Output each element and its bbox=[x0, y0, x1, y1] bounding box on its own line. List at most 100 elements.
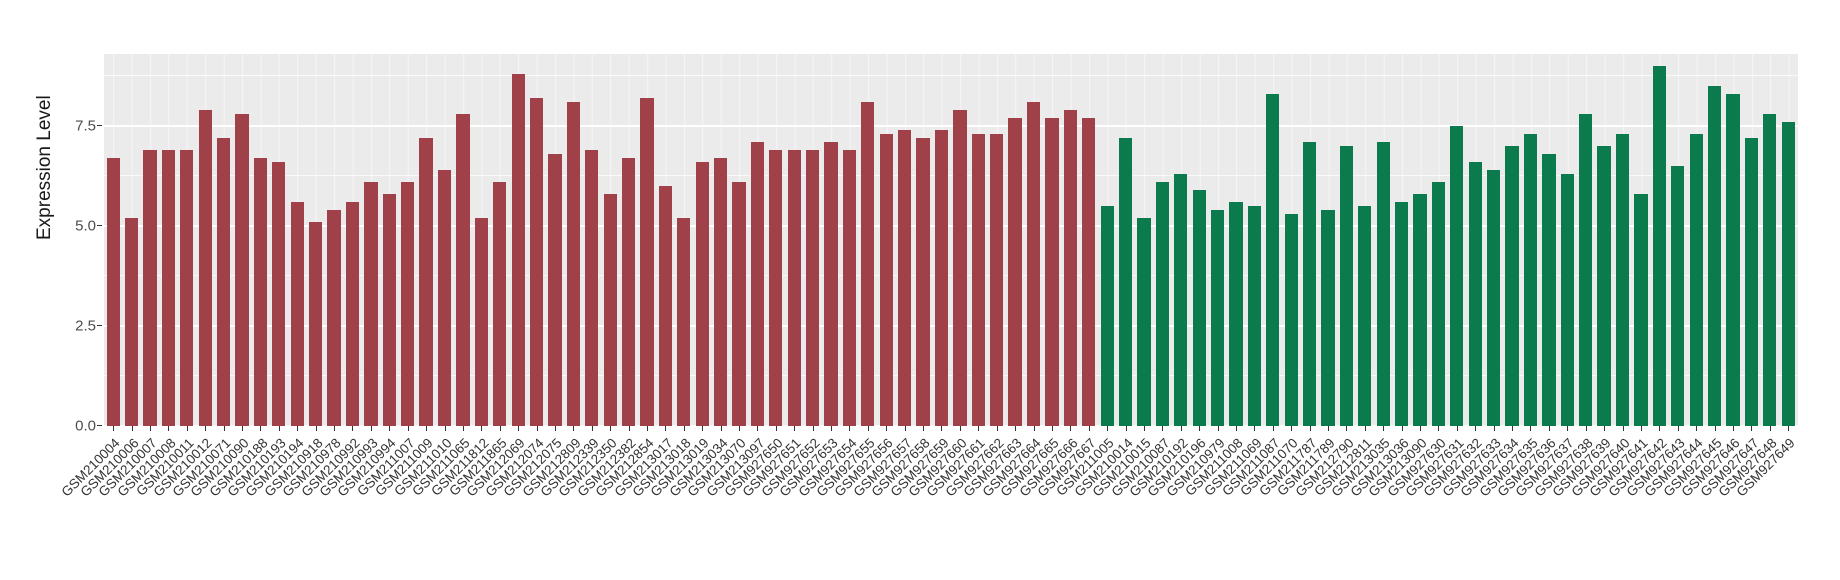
x-tick-mark bbox=[1751, 426, 1753, 431]
x-tick-mark bbox=[1364, 426, 1366, 431]
x-tick-mark bbox=[1769, 426, 1771, 431]
bar bbox=[1468, 162, 1482, 426]
bar bbox=[603, 194, 617, 426]
bar-cell: GSM210992 bbox=[298, 54, 362, 500]
x-tick-mark bbox=[849, 426, 851, 431]
bar-cell: GSM927644 bbox=[1642, 54, 1706, 500]
bar bbox=[437, 170, 452, 426]
bar bbox=[971, 134, 985, 426]
x-tick-mark bbox=[867, 426, 869, 431]
x-tick-mark bbox=[904, 426, 906, 431]
bar-cell: GSM210012 bbox=[151, 54, 215, 500]
bar bbox=[309, 222, 323, 426]
bar-cell: GSM210994 bbox=[335, 54, 399, 500]
bar bbox=[180, 150, 194, 426]
bar bbox=[106, 158, 120, 426]
y-tick-mark bbox=[97, 425, 102, 426]
x-tick-mark bbox=[610, 426, 612, 431]
bar-cell: GSM211070 bbox=[1238, 54, 1301, 499]
bar-cell: GSM211010 bbox=[391, 54, 454, 499]
x-tick-mark bbox=[775, 426, 777, 431]
bar-cell: GSM211865 bbox=[446, 54, 510, 499]
bar-cell: GSM927657 bbox=[850, 54, 915, 500]
x-tick-mark bbox=[1788, 426, 1790, 431]
bar-cell: GSM927634 bbox=[1458, 54, 1522, 500]
bar bbox=[1229, 202, 1243, 426]
bar bbox=[898, 130, 912, 426]
bar bbox=[253, 158, 268, 426]
bar-cell: GSM927630 bbox=[1384, 54, 1448, 500]
gridline-major bbox=[104, 325, 1798, 327]
x-tick-mark bbox=[205, 426, 207, 431]
bar bbox=[824, 142, 838, 426]
bar bbox=[1339, 146, 1354, 426]
x-tick-mark bbox=[1162, 426, 1164, 431]
bar-cell: GSM927642 bbox=[1605, 54, 1669, 500]
bar-cell: GSM212074 bbox=[482, 54, 546, 500]
x-tick-mark bbox=[1070, 426, 1072, 431]
x-tick-mark bbox=[812, 426, 814, 431]
bar-cell: GSM211008 bbox=[1182, 54, 1246, 499]
bar bbox=[934, 130, 949, 426]
x-tick-mark bbox=[1567, 426, 1569, 431]
x-tick-mark bbox=[720, 426, 722, 431]
bar-cell: GSM927635 bbox=[1476, 54, 1540, 500]
bar-cell: GSM213019 bbox=[648, 54, 712, 500]
bar bbox=[272, 162, 286, 426]
x-tick-mark bbox=[1622, 426, 1624, 431]
bar-cell: GSM213036 bbox=[1347, 54, 1412, 500]
bar-cell: GSM212339 bbox=[537, 54, 602, 500]
bar bbox=[161, 150, 176, 426]
bar-cell: GSM213018 bbox=[629, 54, 694, 500]
x-tick-mark bbox=[389, 426, 391, 431]
bar-cell: GSM927654 bbox=[795, 54, 859, 500]
bar-cell: GSM211812 bbox=[428, 54, 491, 499]
x-tick-mark bbox=[1291, 426, 1293, 431]
bar bbox=[1542, 154, 1556, 426]
x-tick-mark bbox=[370, 426, 372, 431]
bar-cell: GSM210014 bbox=[1071, 54, 1135, 500]
x-tick-mark bbox=[260, 426, 262, 431]
bar-cell: GSM927647 bbox=[1697, 54, 1761, 500]
bar-cell: GSM213034 bbox=[666, 54, 731, 500]
x-tick-mark bbox=[1548, 426, 1550, 431]
x-tick-mark bbox=[1456, 426, 1458, 431]
bar bbox=[621, 158, 636, 426]
bar-cell: GSM210071 bbox=[169, 54, 234, 500]
x-tick-mark bbox=[1732, 426, 1734, 431]
x-tick-mark bbox=[242, 426, 244, 431]
bar bbox=[713, 158, 728, 426]
gridline-major bbox=[104, 125, 1798, 127]
plot-panel: GSM210004 GSM210006 GSM210007 GSM210008 GSM2… bbox=[59, 54, 1798, 500]
y-tick-mark bbox=[97, 225, 102, 226]
gridline-major bbox=[104, 225, 1798, 227]
x-tick-mark bbox=[186, 426, 188, 431]
bar bbox=[401, 182, 415, 426]
bar bbox=[1671, 166, 1685, 426]
x-tick-mark bbox=[481, 426, 483, 431]
x-tick-mark bbox=[1346, 426, 1348, 431]
bar-cell: GSM927651 bbox=[740, 54, 804, 500]
x-tick-mark bbox=[1420, 426, 1422, 431]
bar-cell: GSM212075 bbox=[501, 54, 565, 500]
bar bbox=[1247, 206, 1262, 426]
bar bbox=[456, 114, 470, 426]
x-tick-mark bbox=[278, 426, 280, 431]
x-tick-mark bbox=[444, 426, 446, 431]
bar bbox=[1763, 114, 1777, 426]
bar bbox=[235, 114, 249, 426]
x-tick-mark bbox=[978, 426, 980, 431]
x-tick-mark bbox=[113, 426, 115, 431]
bar bbox=[566, 102, 580, 426]
bar-cell: GSM927655 bbox=[814, 54, 878, 500]
bar bbox=[1192, 190, 1206, 426]
bar-cell: GSM210004 bbox=[59, 54, 123, 500]
x-tick-mark bbox=[702, 426, 704, 431]
bar bbox=[1726, 94, 1740, 426]
x-tick-mark bbox=[1401, 426, 1403, 431]
x-tick-mark bbox=[1530, 426, 1532, 431]
bar bbox=[1082, 118, 1096, 426]
x-tick-mark bbox=[1383, 426, 1385, 431]
bar bbox=[1302, 142, 1317, 426]
